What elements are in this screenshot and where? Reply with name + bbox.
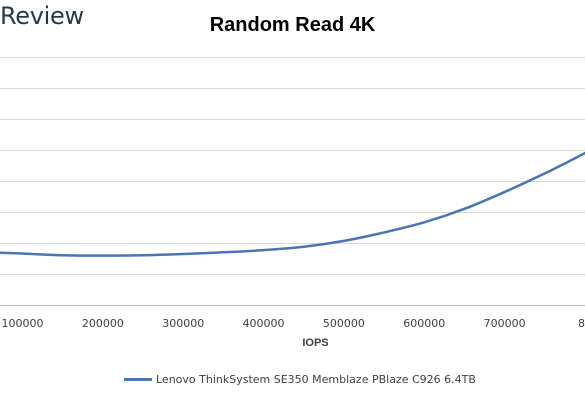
x-axis-title: IOPS — [0, 337, 585, 349]
x-tick-label: 700000 — [484, 317, 526, 330]
series-line — [0, 151, 585, 257]
brand-logo: Review — [0, 2, 84, 30]
chart-title: Random Read 4K — [0, 14, 585, 37]
x-tick-label: 8 — [578, 317, 585, 330]
x-tick-label: 600000 — [403, 317, 445, 330]
gridlines — [0, 57, 585, 306]
x-tick-label: 300000 — [162, 317, 204, 330]
legend-label: Lenovo ThinkSystem SE350 Memblaze PBlaze… — [156, 373, 476, 386]
legend-swatch — [124, 378, 152, 381]
x-tick-label: 500000 — [323, 317, 365, 330]
x-axis-title-text: IOPS — [302, 337, 329, 349]
x-tick-label: 100000 — [2, 317, 44, 330]
chart-title-text: Random Read 4K — [209, 14, 376, 36]
x-tick-label: 200000 — [82, 317, 124, 330]
legend: Lenovo ThinkSystem SE350 Memblaze PBlaze… — [124, 373, 476, 386]
x-tick-labels: 100000 200000 300000 400000 500000 600000 7000… — [2, 317, 585, 330]
series-lines — [0, 151, 585, 257]
x-tick-label: 400000 — [243, 317, 285, 330]
